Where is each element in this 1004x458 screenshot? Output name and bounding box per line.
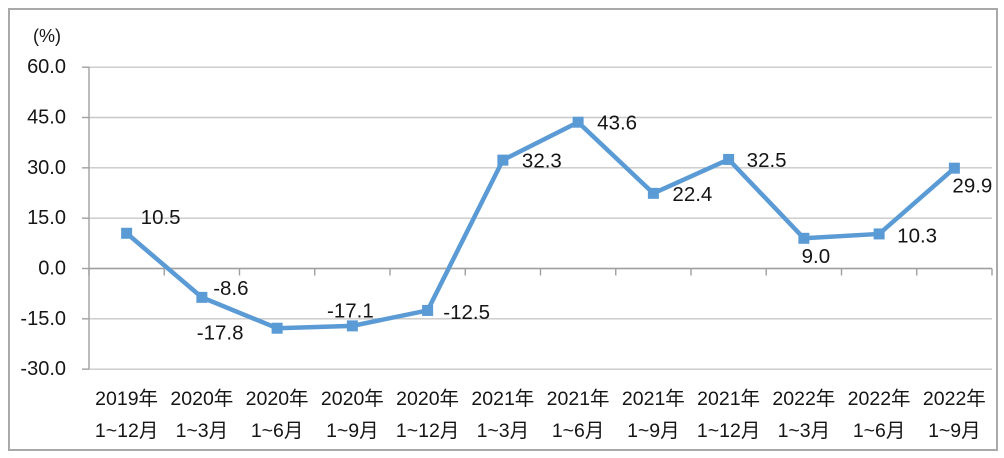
- data-point-marker: [723, 153, 735, 165]
- x-tick-label-year: 2022年: [923, 388, 986, 410]
- data-label: -17.1: [327, 299, 374, 322]
- chart-frame-border: [8, 8, 998, 451]
- x-tick-label-year: 2020年: [246, 388, 309, 410]
- data-label: -8.6: [213, 277, 248, 300]
- y-tick-label: 60.0: [27, 56, 66, 78]
- x-tick-label-year: 2019年: [95, 388, 158, 410]
- x-tick-label-months: 1~3月: [176, 420, 229, 442]
- x-tick-label-year: 2021年: [697, 388, 760, 410]
- data-point-marker: [873, 228, 885, 240]
- x-tick-label-year: 2020年: [170, 388, 233, 410]
- data-point-marker: [121, 227, 133, 239]
- data-label: 10.3: [897, 224, 937, 247]
- y-tick-label: -30.0: [20, 358, 66, 380]
- data-point-marker: [346, 320, 358, 332]
- x-tick-label-months: 1~12月: [697, 420, 760, 442]
- data-label: -12.5: [443, 301, 490, 324]
- x-tick-label-year: 2021年: [622, 388, 685, 410]
- x-tick-label-months: 1~6月: [251, 420, 304, 442]
- x-tick-label-year: 2022年: [772, 388, 835, 410]
- x-tick-label-months: 1~3月: [778, 420, 831, 442]
- y-tick-label: -15.0: [20, 308, 66, 330]
- x-tick-label-year: 2021年: [547, 388, 610, 410]
- y-tick-label: 15.0: [27, 207, 66, 229]
- x-tick-label-year: 2020年: [396, 388, 459, 410]
- data-point-marker: [948, 162, 960, 174]
- data-point-marker: [422, 304, 434, 316]
- data-label: -17.8: [197, 322, 244, 345]
- x-tick-label-year: 2020年: [321, 388, 384, 410]
- data-point-marker: [647, 187, 659, 199]
- data-label: 9.0: [802, 245, 831, 268]
- data-point-marker: [271, 322, 283, 334]
- data-label: 22.4: [672, 183, 712, 206]
- x-tick-label-year: 2022年: [848, 388, 911, 410]
- data-label: 43.6: [597, 112, 637, 135]
- x-tick-label-months: 1~9月: [627, 420, 680, 442]
- data-label: 29.9: [952, 175, 992, 198]
- data-label: 10.5: [141, 206, 181, 229]
- y-tick-label: 45.0: [27, 107, 66, 129]
- data-label: 32.5: [747, 149, 787, 172]
- data-point-marker: [798, 232, 810, 244]
- trend-line: [124, 119, 957, 331]
- x-tick-label-months: 1~6月: [552, 420, 605, 442]
- data-label: 32.3: [522, 150, 562, 173]
- data-point-marker: [497, 154, 509, 166]
- y-tick-label: 0.0: [38, 258, 66, 280]
- x-tick-label-months: 1~3月: [477, 420, 530, 442]
- x-tick-label-months: 1~9月: [928, 420, 981, 442]
- data-point-marker: [572, 116, 584, 128]
- x-tick-label-months: 1~9月: [326, 420, 379, 442]
- y-tick-label: 30.0: [27, 157, 66, 179]
- data-point-marker: [196, 291, 208, 303]
- y-axis-unit-label: (%): [33, 26, 61, 46]
- x-tick-label-months: 1~12月: [396, 420, 459, 442]
- x-tick-label-year: 2021年: [471, 388, 534, 410]
- x-tick-label-months: 1~6月: [853, 420, 906, 442]
- x-tick-label-months: 1~12月: [95, 420, 158, 442]
